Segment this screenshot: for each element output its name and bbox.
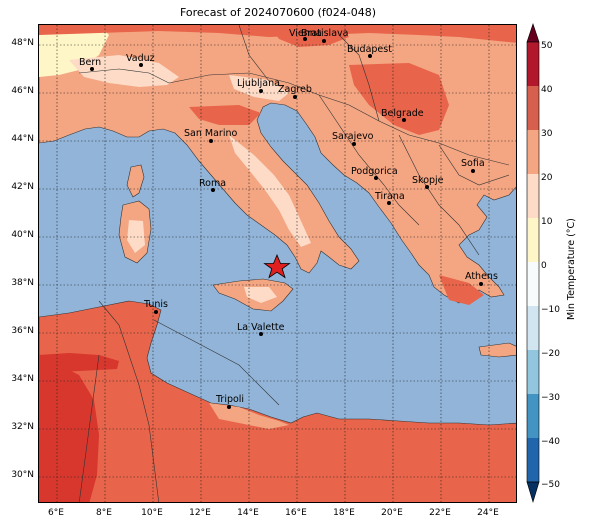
city-label-san-marino: San Marino: [184, 128, 237, 139]
city-label-tirana: Tirana: [374, 191, 405, 202]
lon-tick-label: 20°E: [381, 508, 403, 518]
lat-tick-label: 36°N: [11, 326, 34, 336]
lat-tick-label: 32°N: [11, 422, 34, 432]
colorbar-segment: [527, 174, 539, 218]
colorbar-tick-label: 40: [541, 85, 553, 95]
city-labels: Bern Vaduz Vienna Bratislava Budapest Lj…: [79, 28, 498, 405]
colorbar-label: Min Temperature (°C): [566, 218, 577, 320]
city-label-podgorica: Podgorica: [351, 166, 398, 177]
city-label-bern: Bern: [79, 57, 101, 68]
city-label-sofia: Sofia: [461, 158, 485, 169]
country-borders: [78, 25, 510, 502]
star-marker-icon: [263, 253, 291, 279]
coastal-band-libya: [209, 403, 289, 429]
colorbar-segment: [527, 306, 539, 350]
landmass-north-africa: [39, 300, 516, 502]
colorbar-tick-label: −50: [541, 480, 560, 490]
lon-tick-label: 14°E: [237, 508, 259, 518]
mild-region-apennines: [229, 135, 311, 247]
colorbar-tick-label: 20: [541, 173, 553, 183]
lat-tick-label: 46°N: [11, 86, 34, 96]
hot-region-north-border: [39, 25, 516, 43]
colorbar-min-arrow: [526, 481, 540, 504]
colorbar-tick-label: 30: [541, 129, 553, 139]
hot-region-hungary: [349, 63, 449, 135]
colorbar-tick-label: −20: [541, 349, 560, 359]
lon-tick-label: 24°E: [477, 508, 499, 518]
colorbar-segment: [527, 262, 539, 306]
colorbar-tick-label: −40: [541, 437, 560, 447]
cool-region-alps: [39, 25, 109, 77]
lat-tick-label: 48°N: [11, 38, 34, 48]
colorbar-tick-label: 0: [541, 261, 547, 271]
map-area: Bern Vaduz Vienna Bratislava Budapest Lj…: [38, 24, 517, 503]
city-label-vienna: Vienna: [289, 28, 322, 39]
city-label-budapest: Budapest: [347, 44, 392, 55]
city-label-bratislava: Bratislava: [301, 28, 348, 39]
lon-tick-label: 6°E: [48, 508, 64, 518]
cool-region-bern: [69, 55, 179, 87]
city-label-ljubljana: Ljubljana: [237, 78, 280, 89]
colorbar-tick-label: 50: [541, 41, 553, 51]
colorbar-segment: [527, 86, 539, 130]
city-markers: [90, 37, 483, 409]
city-label-zagreb: Zagreb: [278, 84, 312, 95]
city-label-belgrade: Belgrade: [381, 108, 424, 119]
colorbar-segment: [527, 350, 539, 394]
colorbar: [526, 23, 540, 504]
island-crete: [478, 342, 516, 358]
lon-tick-label: 12°E: [189, 508, 211, 518]
lat-tick-label: 30°N: [11, 470, 34, 480]
colorbar-tick-label: −10: [541, 305, 560, 315]
lon-tick-label: 18°E: [333, 508, 355, 518]
colorbar-segment: [527, 130, 539, 174]
colorbar-max-arrow: [526, 23, 540, 43]
city-label-la-valette: La Valette: [237, 322, 285, 333]
chart-title: Forecast of 2024070600 (f024-048): [179, 6, 377, 19]
lon-tick-label: 22°E: [429, 508, 451, 518]
colorbar-segment: [527, 218, 539, 262]
colorbar-tick-label: −30: [541, 393, 560, 403]
city-label-tunis: Tunis: [143, 299, 168, 310]
mild-region-sardinia: [127, 220, 145, 253]
map-canvas: Bern Vaduz Vienna Bratislava Budapest Lj…: [39, 25, 516, 502]
mild-region-ljubljana: [229, 75, 289, 101]
colorbar-tick-label: 10: [541, 217, 553, 227]
graticule: [39, 25, 516, 502]
lat-tick-label: 40°N: [11, 230, 34, 240]
hot-region-po-valley: [189, 105, 261, 125]
city-label-roma: Roma: [199, 178, 226, 189]
lat-tick-label: 44°N: [11, 134, 34, 144]
city-label-skopje: Skopje: [412, 175, 444, 186]
city-label-tripoli: Tripoli: [215, 394, 244, 405]
lon-tick-label: 16°E: [285, 508, 307, 518]
colorbar-segment: [527, 42, 539, 86]
lat-tick-label: 42°N: [11, 182, 34, 192]
hot-region-tunisia: [39, 353, 119, 373]
mild-region-sicily: [244, 287, 277, 303]
colorbar-title: Min Temperature (°C): [560, 175, 590, 375]
lat-tick-label: 38°N: [11, 278, 34, 288]
lon-tick-label: 8°E: [96, 508, 112, 518]
colorbar-segment: [527, 394, 539, 438]
city-label-vaduz: Vaduz: [126, 53, 155, 64]
colorbar-segment: [527, 438, 539, 482]
lon-tick-label: 10°E: [141, 508, 163, 518]
lat-tick-label: 34°N: [11, 374, 34, 384]
city-label-athens: Athens: [465, 271, 498, 282]
city-label-sarajevo: Sarajevo: [332, 131, 374, 142]
hot-region-greece: [439, 275, 484, 305]
